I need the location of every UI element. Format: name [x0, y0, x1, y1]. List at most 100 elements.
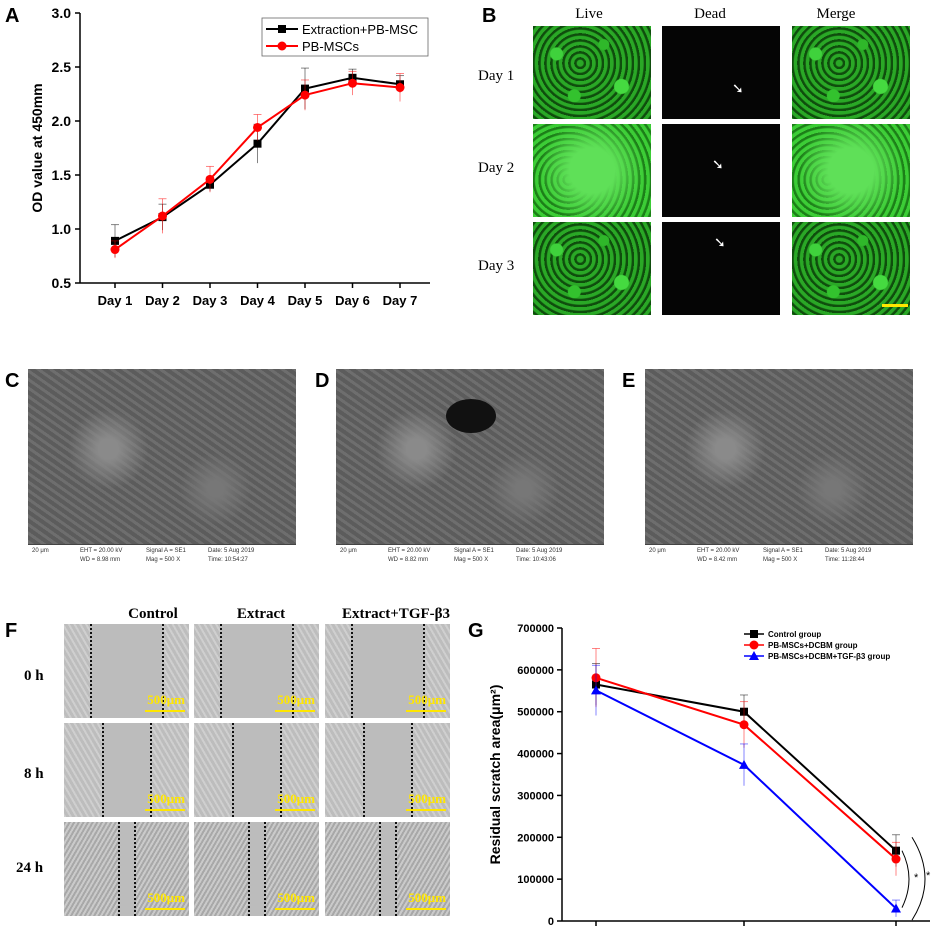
legend-label: PB-MSCs+DCBM group: [768, 641, 858, 650]
panel-label-b: B: [482, 5, 497, 27]
scratch-edge-right: [395, 822, 397, 916]
scale-bar: [275, 710, 315, 712]
legend-marker: [278, 25, 286, 33]
data-point: [739, 759, 749, 769]
x-tick-label: Day 5: [288, 293, 323, 308]
arrow-icon: ➘: [732, 80, 744, 96]
x-tick-label: Day 7: [383, 293, 418, 308]
x-tick-label: Day 2: [145, 293, 180, 308]
legend-label: PB-MSCs+DCBM+TGF-β3 group: [768, 652, 890, 661]
col-label-dead: Dead: [694, 6, 726, 22]
panel-label-g: G: [468, 620, 484, 642]
scratch-edge-right: [134, 822, 136, 916]
legend-label: PB-MSCs: [302, 39, 360, 54]
panel-label-f: F: [5, 620, 18, 642]
y-tick-label: 500000: [517, 707, 554, 719]
significance-star: *: [914, 872, 919, 884]
scale-label: 500μm: [408, 692, 446, 707]
data-point: [739, 720, 749, 730]
dead-day2-image: ➘: [662, 124, 780, 217]
scratch-edge-right: [150, 723, 152, 817]
col-label-control: Control: [128, 606, 178, 622]
x-tick-label: Day 6: [335, 293, 370, 308]
x-tick-label: Day 3: [193, 293, 228, 308]
y-axis-label: Residual scratch area(μm²): [487, 685, 503, 865]
sem-info-bar: 20 μm EHT = 20.00 kV WD = 8.42 mm Signal…: [645, 544, 913, 569]
dead-day3-image: ➘: [662, 222, 780, 315]
scratch-tile: 500μm: [64, 723, 189, 817]
data-point: [205, 174, 215, 184]
data-point: [110, 245, 120, 255]
scale-bar: [145, 710, 185, 712]
scratch-edge-right: [162, 624, 164, 718]
scratch-edge-left: [118, 822, 120, 916]
legend-marker: [749, 651, 759, 660]
scratch-edge-right: [423, 624, 425, 718]
row-label-day2: Day 2: [478, 160, 515, 176]
row-label-0h: 0 h: [24, 668, 44, 684]
chart-a-od-value: 0.5 1.0 1.5 2.0 2.5 3.0 Day 1 Day 2 Day 3 Day 4 Da…: [29, 5, 430, 308]
scratch-edge-left: [363, 723, 365, 817]
legend-label: Control group: [768, 630, 821, 639]
scratch-gap: [363, 723, 411, 817]
col-label-merge: Merge: [816, 6, 856, 22]
data-point: [891, 854, 901, 864]
col-label-extract: Extract: [236, 606, 286, 622]
scratch-tile: 500μm: [194, 624, 319, 718]
merge-day3-image: [792, 222, 910, 315]
data-point: [253, 122, 262, 132]
merge-day2-image: [792, 124, 910, 217]
sem-image-c: 20 μm EHT = 20.00 kV WD = 8.98 mm Signal…: [28, 369, 296, 569]
y-tick-label: 600000: [517, 665, 554, 677]
scale-bar: [145, 908, 185, 910]
live-day3-image: [533, 222, 651, 315]
row-label-24h: 24 h: [16, 860, 44, 876]
scratch-edge-left: [379, 822, 381, 916]
data-point: [348, 78, 357, 88]
live-dead-grid: Live Dead Merge Day 1 Day 2 Day 3 ➘ ➘ ➘: [470, 0, 934, 320]
x-tick-label: Day 1: [98, 293, 133, 308]
data-point: [891, 903, 901, 913]
scratch-edge-left: [351, 624, 353, 718]
scale-label: 500μm: [277, 890, 315, 905]
merge-day1-image: [792, 26, 910, 119]
legend-marker: [750, 630, 758, 638]
significance-bracket: [901, 850, 910, 908]
row-label-day1: Day 1: [478, 68, 515, 84]
y-tick-label: 100000: [517, 874, 554, 886]
scratch-edge-right: [411, 723, 413, 817]
scratch-tile: 500μm: [325, 723, 450, 817]
sem-info-bar: 20 μm EHT = 20.00 kV WD = 8.98 mm Signal…: [28, 544, 296, 569]
scale-label: 500μm: [277, 692, 315, 707]
scale-bar: [406, 809, 446, 811]
arrow-icon: ➘: [712, 156, 724, 172]
scratch-gap: [379, 822, 395, 916]
scale-bar: [406, 908, 446, 910]
y-tick-label: 0: [548, 916, 554, 928]
legend-box: [261, 17, 429, 57]
scratch-edge-left: [220, 624, 222, 718]
y-tick-label: 1.5: [52, 167, 72, 183]
data-point: [253, 139, 262, 148]
scratch-edge-right: [292, 624, 294, 718]
legend-marker: [277, 41, 287, 51]
row-label-8h: 8 h: [24, 766, 44, 782]
y-tick-label: 700000: [517, 623, 554, 635]
panel-label-c: C: [5, 370, 20, 392]
col-label-extract-tgf: Extract+TGF-β3: [341, 606, 451, 622]
scale-label: 500μm: [408, 890, 446, 905]
sem-info-bar: 20 μm EHT = 20.00 kV WD = 8.82 mm Signal…: [336, 544, 604, 569]
scratch-gap: [232, 723, 280, 817]
scratch-tile: 500μm: [325, 624, 450, 718]
data-point: [395, 83, 405, 93]
data-point: [300, 90, 310, 100]
scale-label: 500μm: [147, 791, 185, 806]
sem-image-d: 20 μm EHT = 20.00 kV WD = 8.82 mm Signal…: [336, 369, 604, 569]
row-label-day3: Day 3: [478, 258, 515, 274]
scratch-tile: 500μm: [64, 822, 189, 916]
y-tick-label: 0.5: [52, 275, 72, 291]
significance-star: *: [926, 870, 931, 882]
y-tick-label: 3.0: [52, 5, 72, 21]
scale-bar: [145, 809, 185, 811]
data-point: [591, 685, 601, 695]
